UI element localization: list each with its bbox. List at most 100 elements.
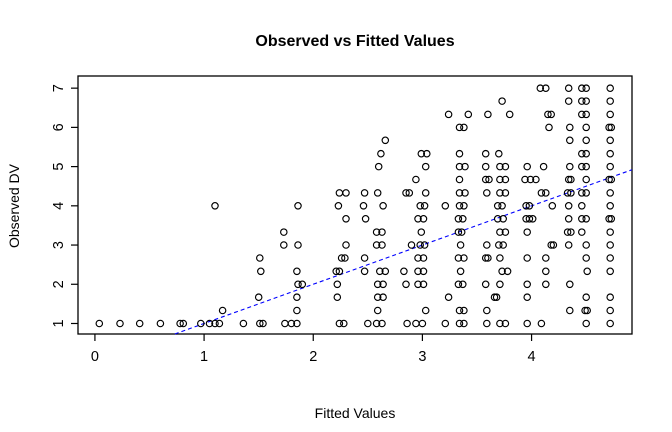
data-point: [218, 306, 227, 315]
data-point: [606, 241, 614, 249]
data-point: [293, 267, 301, 276]
data-point: [421, 306, 430, 315]
data-point: [414, 280, 422, 289]
data-point: [605, 123, 613, 132]
data-point: [359, 202, 368, 210]
data-point: [578, 149, 586, 158]
data-point: [582, 149, 590, 158]
data-point: [372, 241, 381, 249]
data-point: [456, 241, 465, 249]
data-point: [340, 319, 348, 328]
data-point: [606, 97, 614, 105]
identity-line: [174, 169, 633, 335]
data-point: [493, 215, 502, 223]
data-point: [417, 228, 426, 236]
data-point: [542, 280, 550, 289]
data-point: [549, 241, 558, 249]
data-point: [582, 123, 590, 132]
data-point: [460, 202, 468, 210]
data-point: [418, 319, 427, 328]
data-point: [116, 319, 124, 328]
data-point: [605, 215, 613, 223]
data-point: [495, 241, 503, 249]
data-point: [460, 254, 468, 262]
data-point: [377, 149, 385, 158]
data-point: [254, 293, 263, 301]
data-point: [492, 293, 501, 301]
data-point: [503, 267, 512, 276]
data-point: [523, 293, 531, 301]
data-point: [606, 267, 614, 276]
data-point: [412, 175, 420, 184]
data-point: [566, 136, 574, 145]
data-point: [211, 202, 219, 210]
data-point: [293, 293, 301, 301]
y-tick-label: 4: [51, 202, 67, 210]
data-point: [460, 306, 468, 315]
data-point: [582, 97, 590, 105]
y-tick-label: 6: [51, 123, 67, 131]
y-tick-label: 1: [51, 319, 67, 327]
data-point: [485, 175, 493, 184]
data-point: [606, 149, 614, 158]
data-point: [481, 149, 490, 158]
data-point: [523, 228, 531, 236]
data-point: [215, 319, 224, 328]
data-point: [548, 202, 557, 210]
data-point: [566, 162, 574, 171]
data-point: [578, 97, 586, 105]
data-point: [499, 241, 507, 249]
data-point: [581, 306, 589, 315]
data-point: [578, 228, 586, 236]
data-point: [566, 280, 574, 289]
data-point: [293, 319, 301, 328]
data-point: [583, 306, 591, 315]
data-point: [483, 319, 491, 328]
data-point: [578, 215, 586, 223]
data-point: [287, 319, 296, 328]
data-point: [525, 215, 534, 223]
data-point: [547, 241, 555, 249]
data-point: [582, 84, 590, 92]
data-point: [342, 189, 350, 197]
data-point: [542, 254, 550, 262]
data-point: [441, 202, 450, 210]
data-point: [256, 254, 264, 262]
data-point: [459, 215, 467, 223]
data-point: [563, 228, 572, 236]
data-point: [179, 319, 188, 328]
data-point: [378, 228, 386, 236]
data-point: [523, 254, 531, 262]
data-point: [461, 162, 469, 171]
data-point: [606, 202, 614, 210]
data-point: [405, 189, 414, 197]
data-point: [407, 241, 416, 249]
data-point: [414, 254, 422, 262]
data-point: [505, 110, 514, 119]
data-point: [567, 228, 575, 236]
data-point: [566, 123, 574, 132]
data-point: [606, 319, 614, 328]
data-point: [456, 267, 465, 276]
data-point: [481, 280, 490, 289]
data-point: [419, 215, 428, 223]
data-point: [460, 319, 468, 328]
data-point: [381, 136, 390, 145]
data-point: [481, 175, 490, 184]
data-point: [490, 293, 499, 301]
data-point: [454, 254, 463, 262]
data-point: [400, 267, 408, 276]
data-point: [607, 123, 616, 132]
data-point: [564, 241, 573, 249]
data-point: [372, 319, 381, 328]
data-point: [496, 228, 504, 236]
data-point: [542, 84, 550, 92]
data-point: [582, 215, 590, 223]
data-point: [416, 241, 424, 249]
data-point: [607, 175, 616, 184]
data-point: [582, 319, 590, 328]
data-point: [483, 241, 491, 249]
data-point: [441, 319, 450, 328]
data-point: [414, 215, 422, 223]
